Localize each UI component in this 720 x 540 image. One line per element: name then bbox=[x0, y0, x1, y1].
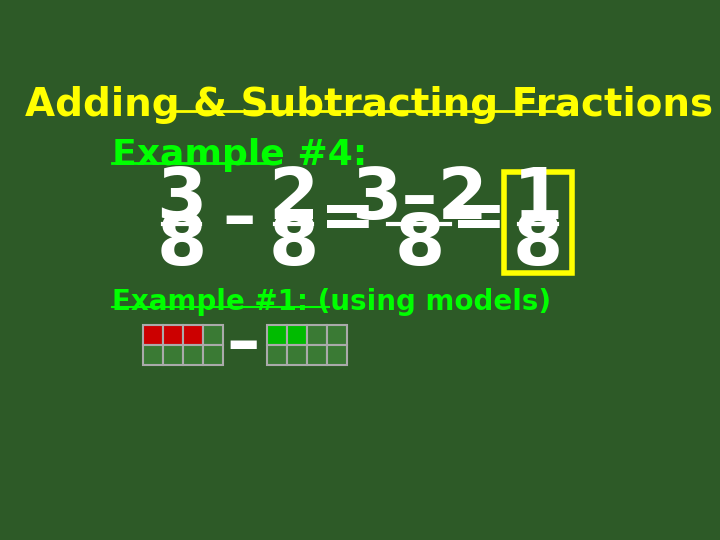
Text: =: = bbox=[451, 186, 507, 252]
Text: –: – bbox=[222, 186, 256, 252]
Bar bbox=[327, 325, 347, 345]
Bar bbox=[163, 325, 183, 345]
Text: 2: 2 bbox=[269, 165, 319, 234]
Bar bbox=[183, 325, 203, 345]
Bar bbox=[183, 345, 203, 365]
Text: 1: 1 bbox=[513, 165, 563, 234]
Bar bbox=[307, 345, 327, 365]
Bar bbox=[266, 325, 287, 345]
Text: 8: 8 bbox=[513, 211, 563, 280]
Bar bbox=[266, 345, 287, 365]
Text: Adding & Subtracting Fractions: Adding & Subtracting Fractions bbox=[25, 86, 713, 124]
Bar bbox=[307, 325, 327, 345]
Bar bbox=[504, 172, 572, 273]
Text: 8: 8 bbox=[156, 211, 207, 280]
Text: –: – bbox=[227, 310, 260, 376]
Text: 3–2: 3–2 bbox=[351, 165, 487, 234]
Bar bbox=[143, 345, 163, 365]
Bar bbox=[287, 325, 307, 345]
Bar bbox=[163, 345, 183, 365]
Bar bbox=[287, 345, 307, 365]
Text: 8: 8 bbox=[269, 211, 319, 280]
Text: 3: 3 bbox=[156, 165, 207, 234]
Text: Example #4:: Example #4: bbox=[112, 138, 367, 172]
Text: 8: 8 bbox=[395, 211, 444, 280]
Bar bbox=[143, 325, 163, 345]
Bar bbox=[203, 325, 223, 345]
Text: =: = bbox=[320, 186, 376, 252]
Bar bbox=[327, 345, 347, 365]
Bar bbox=[203, 345, 223, 365]
Text: Example #1: (using models): Example #1: (using models) bbox=[112, 288, 551, 316]
